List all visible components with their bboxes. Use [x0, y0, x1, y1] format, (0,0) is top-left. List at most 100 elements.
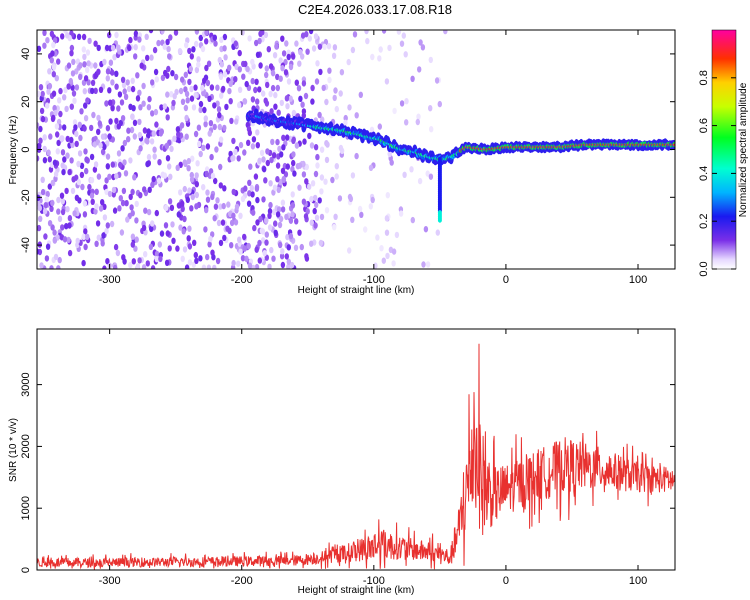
heatmap-cell — [126, 85, 132, 93]
heatmap-cell — [269, 246, 274, 254]
heatmap-cell — [217, 123, 222, 131]
heatmap-cell — [63, 223, 69, 230]
heatmap-cell — [74, 140, 79, 148]
heatmap-cell — [168, 34, 173, 41]
heatmap-cell — [285, 103, 290, 110]
bottom-y-axis: 0 1000 2000 3000 — [20, 372, 675, 573]
heatmap-cell — [169, 204, 175, 211]
heatmap-cell — [96, 234, 102, 241]
heatmap-cell — [274, 43, 279, 50]
heatmap-cell — [254, 39, 259, 47]
heatmap-cell — [324, 207, 330, 214]
heatmap-cell — [198, 255, 203, 262]
heatmap-cell — [53, 109, 58, 117]
heatmap-cell — [278, 75, 283, 82]
heatmap-cell — [237, 66, 242, 73]
heatmap-cell — [222, 124, 227, 132]
heatmap-cell — [158, 255, 163, 263]
heatmap-cell — [257, 157, 262, 164]
heatmap-cell — [190, 155, 195, 162]
heatmap-cell — [375, 234, 380, 241]
heatmap-cell — [71, 58, 76, 66]
heatmap-cell — [49, 205, 54, 212]
heatmap-cell — [250, 191, 255, 198]
heatmap-cell — [263, 97, 268, 104]
heatmap-cell — [113, 243, 119, 251]
heatmap-cell — [283, 69, 289, 76]
heatmap-cell — [105, 163, 111, 170]
heatmap-cell — [212, 264, 217, 269]
heatmap-cell — [65, 135, 70, 143]
heatmap-cell — [301, 171, 307, 178]
heatmap-cell — [298, 48, 303, 56]
heatmap-cell — [429, 126, 434, 133]
heatmap-cell — [332, 224, 337, 231]
heatmap-cell — [150, 181, 155, 188]
heatmap-cell — [82, 125, 87, 132]
heatmap-cell — [267, 224, 273, 231]
heatmap-cell — [113, 264, 118, 269]
heatmap-cell — [60, 149, 66, 156]
heatmap-cell — [162, 43, 167, 50]
heatmap-cell — [208, 120, 214, 127]
heatmap-cell — [154, 209, 159, 217]
heatmap-cell — [207, 95, 212, 103]
heatmap-cell — [254, 78, 259, 86]
heatmap-cell — [61, 168, 66, 176]
heatmap-cell — [152, 146, 157, 153]
heatmap-cell — [257, 86, 262, 93]
heatmap-cell — [123, 170, 129, 177]
heatmap-cell — [108, 99, 113, 106]
heatmap-cell — [260, 30, 265, 36]
heatmap-cell — [50, 179, 55, 187]
heatmap-cell — [311, 45, 317, 52]
heatmap-cell — [294, 218, 299, 225]
heatmap-cell — [78, 134, 83, 142]
heatmap-cell — [53, 170, 59, 178]
heatmap-cell — [251, 136, 257, 143]
heatmap-cell — [261, 90, 266, 97]
heatmap-cell — [305, 48, 310, 55]
heatmap-cell — [211, 254, 216, 261]
heatmap-cell — [275, 211, 281, 218]
heatmap-cell — [196, 56, 201, 63]
heatmap-cell — [228, 98, 233, 105]
heatmap-cell — [261, 156, 266, 163]
heatmap-cell — [133, 44, 138, 51]
heatmap-cell — [289, 261, 295, 269]
heatmap-cell — [208, 235, 213, 243]
heatmap-cell — [237, 86, 243, 94]
heatmap-cell — [42, 157, 48, 164]
heatmap-cell — [119, 229, 125, 236]
heatmap-cell — [133, 30, 139, 37]
heatmap-cell — [247, 190, 252, 197]
heatmap-cell — [73, 124, 78, 131]
heatmap-cell — [170, 70, 175, 77]
top-x-tick-label: 0 — [503, 274, 509, 286]
heatmap-cell — [180, 255, 185, 262]
heatmap-cell — [105, 222, 111, 229]
heatmap-cell — [183, 104, 189, 112]
heatmap-cell — [150, 265, 156, 269]
heatmap-cell — [415, 118, 420, 126]
heatmap-cell — [250, 143, 256, 150]
heatmap-cell — [425, 261, 431, 268]
heatmap-cell — [217, 112, 222, 119]
heatmap-cell — [138, 104, 143, 111]
heatmap-cell — [76, 160, 81, 168]
heatmap-cell — [107, 31, 112, 39]
heatmap-cell — [37, 90, 41, 98]
heatmap-cell — [114, 117, 119, 125]
heatmap-cell — [212, 34, 217, 41]
heatmap-cell — [82, 53, 87, 61]
heatmap-cell — [309, 195, 314, 203]
heatmap-cell — [169, 91, 174, 98]
heatmap-cell — [246, 200, 252, 207]
heatmap-cell — [275, 73, 280, 81]
heatmap-cell — [172, 135, 177, 142]
heatmap-cell — [117, 205, 122, 212]
heatmap-cell — [209, 84, 215, 91]
heatmap-cell — [143, 251, 148, 258]
heatmap-cell — [319, 146, 325, 153]
heatmap-cell — [290, 211, 295, 218]
